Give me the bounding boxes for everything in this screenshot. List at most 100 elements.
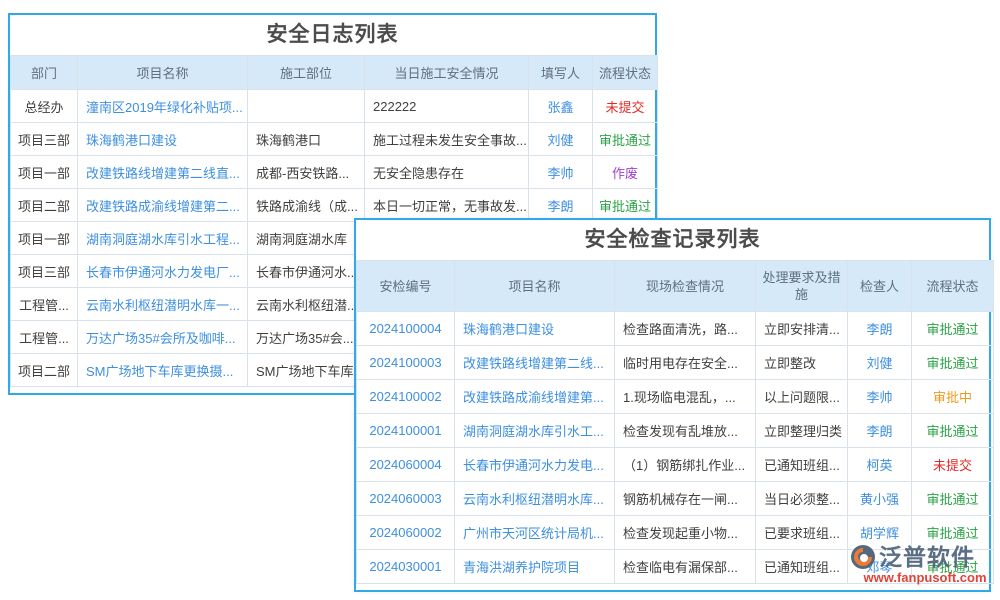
link-project-name[interactable]: 长春市伊通河水力发电... xyxy=(463,458,604,473)
link-project-name[interactable]: 广州市天河区统计局机... xyxy=(463,526,604,541)
cell-inspection-id: 2024100003 xyxy=(356,345,455,380)
table-row: 项目一部 改建铁路线增建第二线直... 成都-西安铁路... 无安全隐患存在 李帅 作废 xyxy=(10,155,658,189)
safety-log-title: 安全日志列表 xyxy=(266,23,399,46)
link-project-name[interactable]: 青海洪湖养护院项目 xyxy=(463,560,581,575)
link-project-name[interactable]: 改建铁路线增建第二线直... xyxy=(86,165,240,181)
cell-department: 总经办 xyxy=(10,89,78,123)
column-header-construction-part: 施工部位 xyxy=(247,55,365,90)
cell-text: （1）钢筋绑扎作业... xyxy=(623,458,746,473)
cell-text: 已要求班组... xyxy=(764,526,840,541)
cell-handling-measures: 已通知班组... xyxy=(755,549,848,584)
cell-text: 工程管... xyxy=(19,330,69,346)
cell-flow-status: 审批通过 xyxy=(911,549,994,584)
link-inspector[interactable]: 李朗 xyxy=(866,322,893,337)
table-row: 项目三部 珠海鹤港口建设 珠海鹤港口 施工过程未发生安全事故... 刘健 审批通过 xyxy=(10,122,658,156)
cell-text: 立即整改 xyxy=(764,356,817,371)
link-inspection-id[interactable]: 2024030001 xyxy=(369,559,442,574)
cell-department: 工程管... xyxy=(10,287,78,321)
table-row: 2024060003 云南水利枢纽潜明水库... 钢筋机械存在一闸... 当日必须整.… xyxy=(356,481,994,516)
cell-text: 1.现场临电混乱，... xyxy=(623,390,736,405)
status-text: 作废 xyxy=(611,165,638,181)
link-inspector[interactable]: 柯英 xyxy=(866,458,893,473)
link-inspector[interactable]: 李帅 xyxy=(866,390,893,405)
cell-department: 工程管... xyxy=(10,320,78,354)
link-inspection-id[interactable]: 2024060004 xyxy=(369,457,442,472)
column-header-inspection-id: 安检编号 xyxy=(356,260,455,312)
link-inspection-id[interactable]: 2024100004 xyxy=(369,321,442,336)
cell-project-name: 改建铁路成渝线增建第... xyxy=(454,379,615,414)
status-text: 审批通过 xyxy=(598,198,651,214)
link-inspection-id[interactable]: 2024060003 xyxy=(369,491,442,506)
cell-text: 珠海鹤港口 xyxy=(256,132,322,148)
link-project-name[interactable]: 改建铁路线增建第二线... xyxy=(463,356,604,371)
link-inspector[interactable]: 邓琴 xyxy=(866,560,893,575)
status-text: 审批通过 xyxy=(926,424,979,439)
link-inspection-id[interactable]: 2024100001 xyxy=(369,423,442,438)
cell-inspection-id: 2024030001 xyxy=(356,549,455,584)
cell-project-name: 珠海鹤港口建设 xyxy=(77,122,248,156)
link-inspector[interactable]: 黄小强 xyxy=(859,492,899,507)
cell-site-inspection: 检查临电有漏保部... xyxy=(614,549,756,584)
link-writer[interactable]: 李朗 xyxy=(547,198,574,214)
cell-construction-part: 长春市伊通河水... xyxy=(247,254,365,288)
cell-project-name: 广州市天河区统计局机... xyxy=(454,515,615,550)
link-project-name[interactable]: SM广场地下车库更换摄... xyxy=(86,363,234,379)
link-project-name[interactable]: 珠海鹤港口建设 xyxy=(86,132,178,148)
column-header-flow-status: 流程状态 xyxy=(911,260,994,312)
cell-text: 已通知班组... xyxy=(764,560,840,575)
link-project-name[interactable]: 湖南洞庭湖水库引水工... xyxy=(463,424,604,439)
cell-daily-safety-situation: 施工过程未发生安全事故... xyxy=(364,122,529,156)
cell-handling-measures: 以上问题限... xyxy=(755,379,848,414)
cell-inspector: 黄小强 xyxy=(847,481,912,516)
link-project-name[interactable]: 改建铁路成渝线增建第二... xyxy=(86,198,240,214)
link-writer[interactable]: 刘健 xyxy=(547,132,574,148)
cell-department: 项目一部 xyxy=(10,221,78,255)
cell-text: 总经办 xyxy=(24,99,64,115)
link-project-name[interactable]: 珠海鹤港口建设 xyxy=(463,322,555,337)
status-text: 审批通过 xyxy=(926,322,979,337)
column-header-project-name: 项目名称 xyxy=(77,55,248,90)
table-row: 2024100004 珠海鹤港口建设 检查路面清洗，路... 立即安排清... 李朗 审批… xyxy=(356,311,994,346)
column-header-handling-measures: 处理要求及措施 xyxy=(755,260,848,312)
status-text: 未提交 xyxy=(605,99,645,115)
cell-inspector: 李帅 xyxy=(847,379,912,414)
cell-construction-part: 成都-西安铁路... xyxy=(247,155,365,189)
table-row: 工程管... 万达广场35#会所及咖啡... 万达广场35#会... xyxy=(10,320,658,354)
cell-project-name: 青海洪湖养护院项目 xyxy=(454,549,615,584)
link-inspection-id[interactable]: 2024100003 xyxy=(369,355,442,370)
cell-writer: 张鑫 xyxy=(528,89,593,123)
cell-department: 项目二部 xyxy=(10,188,78,222)
cell-text: 湖南洞庭湖水库 xyxy=(256,231,348,247)
cell-project-name: SM广场地下车库更换摄... xyxy=(77,353,248,387)
cell-inspection-id: 2024100004 xyxy=(356,311,455,346)
link-inspector[interactable]: 胡学辉 xyxy=(859,526,899,541)
link-project-name[interactable]: 云南水利枢纽潜明水库... xyxy=(463,492,604,507)
link-project-name[interactable]: 湖南洞庭湖水库引水工程... xyxy=(86,231,240,247)
cell-flow-status: 审批通过 xyxy=(911,345,994,380)
cell-inspector: 李朗 xyxy=(847,413,912,448)
cell-daily-safety-situation: 无安全隐患存在 xyxy=(364,155,529,189)
link-inspection-id[interactable]: 2024100002 xyxy=(369,389,442,404)
link-writer[interactable]: 张鑫 xyxy=(547,99,574,115)
link-project-name[interactable]: 万达广场35#会所及咖啡... xyxy=(86,330,236,346)
link-writer[interactable]: 李帅 xyxy=(547,165,574,181)
table-row: 总经办 潼南区2019年绿化补贴项... 222222 张鑫 未提交 xyxy=(10,89,658,123)
cell-inspection-id: 2024100001 xyxy=(356,413,455,448)
cell-flow-status: 未提交 xyxy=(592,89,658,123)
cell-text: 无安全隐患存在 xyxy=(373,165,465,181)
link-project-name[interactable]: 改建铁路成渝线增建第... xyxy=(463,390,604,405)
cell-writer: 刘健 xyxy=(528,122,593,156)
link-project-name[interactable]: 潼南区2019年绿化补贴项... xyxy=(86,99,243,115)
link-inspector[interactable]: 李朗 xyxy=(866,424,893,439)
cell-inspection-id: 2024100002 xyxy=(356,379,455,414)
watermark-url-text: www.fanpusoft.com xyxy=(863,570,987,585)
cell-flow-status: 审批中 xyxy=(911,379,994,414)
header-row: 安检编号 项目名称 现场检查情况 处理要求及措施 检查人 流程状态 xyxy=(356,260,994,312)
link-project-name[interactable]: 云南水利枢纽潜明水库一... xyxy=(86,297,240,313)
cell-inspection-id: 2024060003 xyxy=(356,481,455,516)
link-project-name[interactable]: 长春市伊通河水力发电厂... xyxy=(86,264,240,280)
table-row: 项目二部 改建铁路成渝线增建第二... 铁路成渝线（成... 本日一切正常，无事故发.… xyxy=(10,188,658,222)
link-inspection-id[interactable]: 2024060002 xyxy=(369,525,442,540)
link-inspector[interactable]: 刘健 xyxy=(866,356,893,371)
cell-text: 项目二部 xyxy=(17,363,70,379)
